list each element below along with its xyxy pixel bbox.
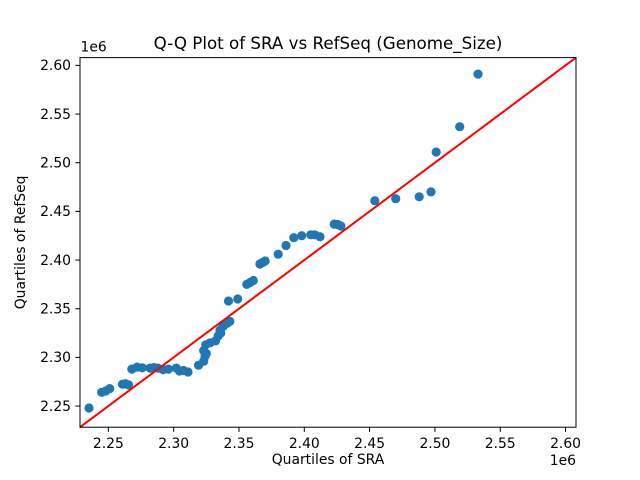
scatter-point — [281, 240, 291, 251]
y-axis-offset-label: 1e6 — [81, 40, 107, 56]
scatter-point — [233, 294, 243, 304]
y-tick-label: 2.55 — [40, 107, 71, 123]
scatter-point — [225, 316, 235, 326]
scatter-point — [248, 275, 258, 286]
chart-title: Q-Q Plot of SRA vs RefSeq (Genome_Size) — [154, 33, 503, 54]
scatter-point — [289, 233, 299, 243]
scatter-point — [431, 147, 441, 157]
axes-frame — [79, 57, 577, 428]
x-axis-offset-label: 1e6 — [550, 453, 576, 469]
x-tick-label: 2.55 — [485, 436, 516, 452]
scatter-point — [455, 122, 465, 132]
scatter-point — [414, 192, 424, 202]
scatter-point — [84, 403, 94, 413]
scatter-point — [473, 69, 483, 79]
scatter-point — [124, 380, 134, 390]
x-tick-label: 2.25 — [93, 436, 124, 452]
reference-line — [79, 56, 577, 429]
scatter-point — [163, 364, 173, 374]
axis-ticks-layer: 2.25 2.30 2.35 2.40 2.45 2.50 2.55 2.60 2.25 2.30… — [40, 58, 581, 452]
x-tick-label: 2.40 — [289, 436, 320, 452]
scatter-point — [105, 384, 115, 394]
x-tick-label: 2.60 — [550, 436, 581, 452]
scatter-point — [273, 249, 283, 259]
y-tick-label: 2.40 — [40, 253, 71, 269]
y-tick-label: 2.25 — [40, 399, 71, 415]
scatter-point — [370, 196, 380, 206]
scatter-point — [223, 296, 234, 306]
y-axis-label: Quartiles of RefSeq — [13, 176, 29, 310]
scatter-point — [297, 231, 307, 241]
x-tick-label: 2.50 — [419, 436, 450, 452]
x-tick-label: 2.30 — [158, 436, 189, 452]
x-axis-label: Quartiles of SRA — [272, 452, 385, 468]
scatter-point — [137, 363, 147, 373]
x-tick-label: 2.35 — [224, 436, 255, 452]
y-tick-label: 2.35 — [40, 302, 71, 318]
y-tick-label: 2.60 — [40, 58, 71, 74]
y-tick-label: 2.50 — [40, 156, 71, 172]
y-tick-label: 2.30 — [40, 350, 71, 366]
x-tick-label: 2.45 — [354, 436, 385, 452]
scatter-points-layer — [84, 69, 483, 413]
scatter-point — [315, 232, 325, 242]
scatter-point — [336, 221, 346, 231]
reference-line-layer — [79, 56, 577, 429]
scatter-point — [183, 367, 193, 377]
scatter-point — [426, 187, 436, 197]
scatter-point — [260, 256, 270, 266]
scatter-point — [391, 194, 401, 204]
y-tick-label: 2.45 — [40, 204, 71, 220]
